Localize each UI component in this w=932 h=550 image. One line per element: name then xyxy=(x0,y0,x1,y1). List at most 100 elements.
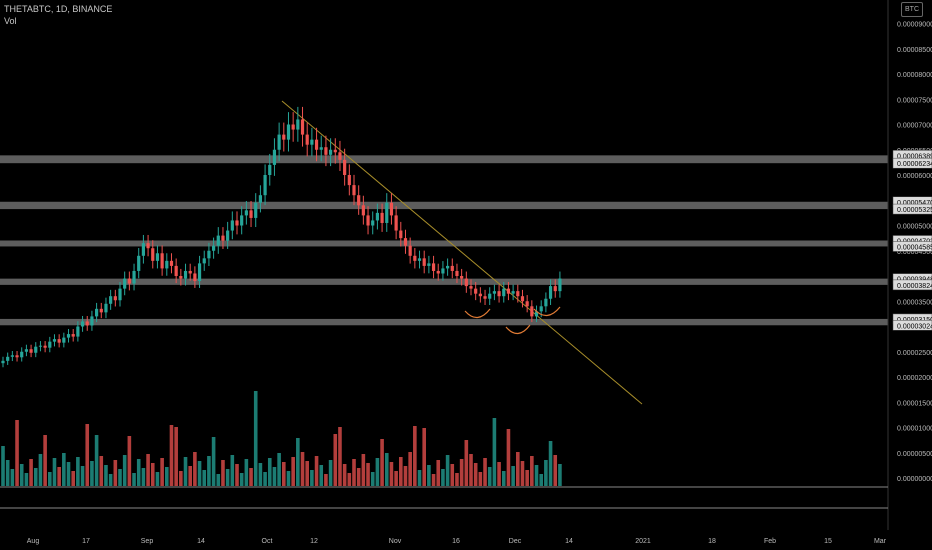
x-tick-label: 18 xyxy=(708,538,716,545)
zone-0 xyxy=(0,155,888,164)
volume-bar xyxy=(80,466,85,486)
candle-body xyxy=(160,253,164,269)
candle-body xyxy=(118,288,122,301)
volume-bar xyxy=(338,427,342,486)
volume-bar xyxy=(66,462,71,486)
candle-body xyxy=(319,147,323,150)
volume-bar xyxy=(300,452,305,486)
volume-bar xyxy=(324,474,328,486)
candle-body xyxy=(216,235,220,246)
y-tick-label: 0.00007000 xyxy=(897,123,932,130)
volume-bar xyxy=(38,454,43,486)
volume-bar xyxy=(24,473,29,486)
volume-bar xyxy=(43,435,47,486)
x-tick-label: 12 xyxy=(310,538,318,545)
y-tick-label: 0.00003500 xyxy=(897,299,932,306)
candle-body xyxy=(548,286,553,299)
y-tick-label: 0.00001500 xyxy=(897,400,932,407)
volume-bar xyxy=(230,455,235,486)
candle-body xyxy=(291,124,295,130)
candle-body xyxy=(174,265,178,276)
volume-bar xyxy=(464,440,469,486)
candle-body xyxy=(286,124,291,140)
candle-body xyxy=(431,263,436,271)
candle-body xyxy=(305,134,309,145)
volume-bar xyxy=(413,426,417,486)
candle-body xyxy=(343,159,347,175)
y-tick-label: 0.00000000 xyxy=(897,476,932,483)
volume-bar xyxy=(314,456,319,486)
candle-body xyxy=(151,248,155,261)
volume-bar xyxy=(118,469,122,486)
candlesticks xyxy=(1,106,562,368)
x-tick-label: 14 xyxy=(565,538,573,545)
y-tick-label: 0.00008500 xyxy=(897,47,932,54)
volume-bar xyxy=(483,458,487,486)
volume-bar xyxy=(473,463,478,486)
volume-bar xyxy=(356,468,361,486)
arc-pattern-1 xyxy=(505,324,531,335)
volume-bar xyxy=(244,459,249,486)
candle-body xyxy=(464,278,468,287)
volume-bar xyxy=(141,468,146,486)
candle-body xyxy=(300,119,305,135)
volume-bar xyxy=(539,474,543,486)
candle-body xyxy=(469,286,473,289)
volume-bar xyxy=(492,418,497,486)
volume-bar xyxy=(216,474,221,486)
volume-bar xyxy=(202,470,207,486)
volume-bar xyxy=(530,456,534,486)
volume-bar xyxy=(408,452,412,486)
candle-body xyxy=(268,164,272,175)
volume-bar xyxy=(113,460,118,486)
volume-bar xyxy=(19,464,24,486)
volume-bar xyxy=(469,454,473,486)
candle-body xyxy=(450,265,454,271)
volume-bar xyxy=(558,464,562,486)
volume-bar xyxy=(501,471,506,486)
candle-body xyxy=(460,276,464,279)
x-tick-label: 17 xyxy=(82,538,90,545)
volume-bar xyxy=(183,457,188,486)
candle-body xyxy=(202,258,206,264)
volume-bar xyxy=(104,465,108,486)
volume-bar xyxy=(511,466,515,486)
volume-bar xyxy=(62,453,66,486)
volume-bar xyxy=(296,438,300,486)
volume-bar xyxy=(417,470,422,486)
volume-bar xyxy=(211,437,216,486)
candle-body xyxy=(24,349,28,352)
level-tag-bg xyxy=(892,320,932,331)
candle-body xyxy=(478,293,482,297)
candle-body xyxy=(436,270,440,274)
volume-bar xyxy=(225,469,230,486)
candle-body xyxy=(361,205,365,216)
zone-1 xyxy=(0,201,888,210)
x-tick-label: 14 xyxy=(197,538,205,545)
level-tag-label: 0.00004585 xyxy=(897,244,932,251)
volume-bar xyxy=(249,468,253,486)
arc-pattern-2 xyxy=(533,306,561,317)
candle-body xyxy=(10,355,14,357)
x-tick-label: 15 xyxy=(824,538,832,545)
volume-bar xyxy=(361,454,366,486)
volume-bar xyxy=(366,463,370,486)
x-tick-label: Mar xyxy=(874,538,887,545)
volume-bar xyxy=(399,457,403,486)
candle-body xyxy=(534,311,539,317)
x-tick-label: Feb xyxy=(764,538,776,545)
volume-bar xyxy=(487,467,492,486)
candle-body xyxy=(539,306,543,312)
level-tag-bg xyxy=(892,241,932,252)
candle-body xyxy=(90,316,94,326)
trendline xyxy=(281,100,643,405)
volume-bar xyxy=(272,467,277,486)
symbol-title: THETABTC, 1D, BINANCE xyxy=(4,4,113,14)
candle-body xyxy=(347,175,351,186)
candle-body xyxy=(258,195,262,203)
arc-patterns xyxy=(464,306,561,335)
currency-badge[interactable]: BTC xyxy=(901,2,923,17)
candle-body xyxy=(483,296,487,299)
candle-body xyxy=(95,308,99,317)
